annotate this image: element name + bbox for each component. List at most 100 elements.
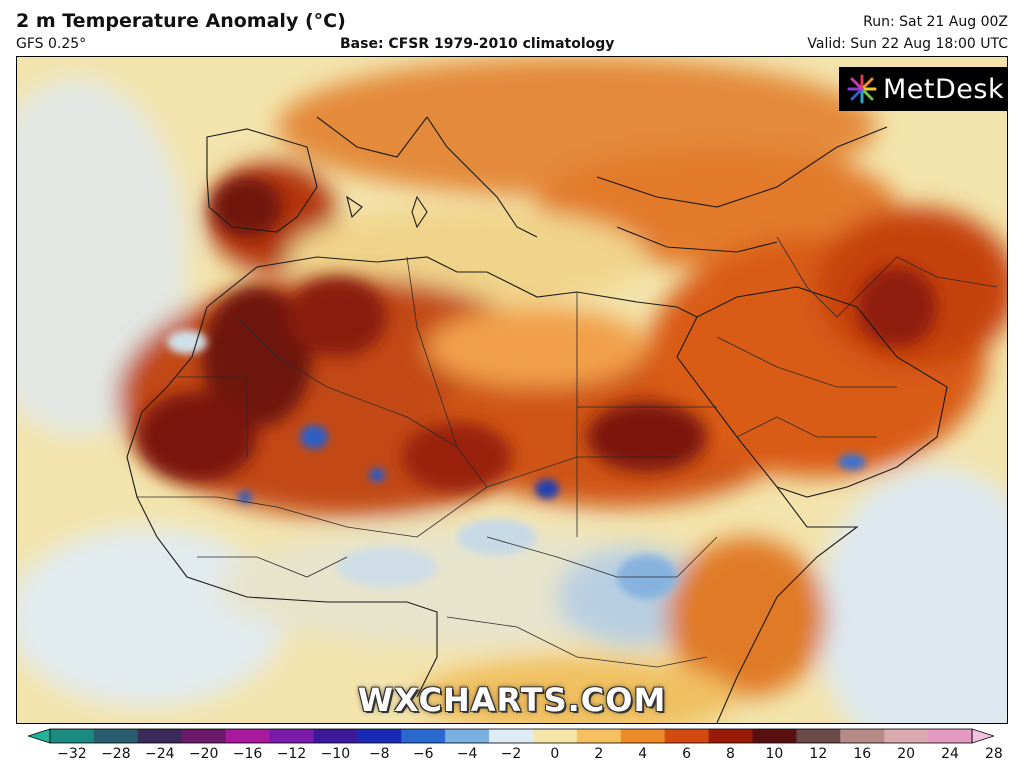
coastline — [206, 256, 698, 318]
metdesk-logo: MetDesk — [839, 67, 1007, 111]
cold-spot — [457, 519, 537, 555]
colorbar-segment — [269, 729, 314, 743]
colorbar-tick-label: 12 — [809, 746, 828, 762]
colorbar-segment — [489, 729, 534, 743]
colorbar-segment — [532, 729, 578, 743]
colorbar-tick-label: 6 — [682, 746, 692, 762]
colorbar-tick-label: −24 — [144, 746, 175, 762]
colorbar-tick-label: 32 — [1016, 746, 1024, 762]
coastline — [346, 195, 363, 219]
colorbar-max-arrow — [971, 728, 994, 744]
country-border — [177, 376, 248, 457]
extreme-hot-region — [857, 267, 937, 347]
colorbar-tick-label: 20 — [897, 746, 916, 762]
colorbar-segment — [357, 729, 402, 743]
colorbar-segment — [796, 729, 841, 743]
base-label: Base: CFSR 1979-2010 climatology — [340, 36, 615, 52]
cold-spot — [838, 454, 866, 470]
colorbar-tick-label: 24 — [941, 746, 959, 762]
starburst-logo-icon — [847, 74, 877, 104]
country-border — [736, 416, 877, 438]
coastline — [696, 286, 948, 498]
colorbar: −32 −28 −24 −20 −16 −12 −10 −8 −6 −4 −2 0 2 4 6 8 10 12 16… — [28, 728, 1003, 778]
colorbar-tick-label: 2 — [594, 746, 604, 762]
coastline — [426, 116, 538, 238]
colorbar-segment — [93, 729, 139, 743]
colorbar-tick-label: −10 — [320, 746, 351, 762]
colorbar-tick-label: −2 — [500, 746, 522, 762]
country-border — [236, 316, 458, 448]
country-border — [776, 236, 998, 318]
colorbar-segment — [181, 729, 227, 743]
ocean-cool-region — [817, 467, 1007, 723]
coastline — [676, 316, 859, 723]
colorbar-tick-label: −20 — [188, 746, 219, 762]
colorbar-tick-label: −16 — [232, 746, 263, 762]
coastline — [411, 195, 428, 229]
colorbar-segment — [840, 729, 885, 743]
colorbar-segment — [576, 729, 622, 743]
cold-spot — [238, 491, 252, 503]
watermark-text: WXCHARTS.COM — [357, 681, 667, 719]
extreme-hot-region — [202, 287, 312, 427]
extreme-hot-region — [287, 277, 387, 357]
country-border — [716, 336, 897, 388]
ocean-cool-region — [17, 527, 287, 707]
colorbar-segment — [664, 729, 710, 743]
country-border — [486, 536, 718, 578]
colorbar-segment — [620, 729, 666, 743]
country-border — [486, 456, 677, 488]
temperature-anomaly-map — [17, 57, 1007, 723]
extreme-hot-region — [212, 177, 282, 237]
colorbar-segment — [401, 729, 446, 743]
colorbar-tick-label: −32 — [57, 746, 87, 762]
colorbar-tick-label: 0 — [550, 746, 560, 762]
colorbar-segment — [752, 729, 797, 743]
colorbar-segment — [884, 729, 929, 743]
colorbar-min-arrow — [28, 728, 51, 744]
coastline — [206, 128, 318, 233]
coastline — [126, 306, 438, 698]
colorbar-graphic — [28, 728, 994, 744]
colorbar-tick-label: −28 — [101, 746, 131, 762]
cold-spot — [167, 330, 207, 354]
colorbar-tick-label: 28 — [985, 746, 1003, 762]
warm-region — [427, 307, 647, 387]
colorbar-segment — [225, 729, 271, 743]
colorbar-segment — [50, 729, 95, 743]
colorbar-tick-label: 4 — [638, 746, 648, 762]
model-label: GFS 0.25° — [16, 36, 87, 52]
colorbar-tick-label: −6 — [412, 746, 434, 762]
coastline — [596, 126, 888, 208]
coastline — [616, 226, 778, 253]
chart-title: 2 m Temperature Anomaly (°C) — [16, 10, 346, 32]
cold-spot — [369, 468, 385, 482]
coastline — [316, 116, 428, 158]
colorbar-outline — [49, 728, 973, 744]
logo-text: MetDesk — [883, 73, 1005, 105]
colorbar-segment — [708, 729, 753, 743]
country-border — [446, 616, 708, 668]
extreme-hot-region — [587, 402, 707, 472]
cold-spot — [535, 479, 559, 499]
map-panel: MetDesk WXCHARTS.COM — [16, 56, 1008, 724]
colorbar-segment — [445, 729, 490, 743]
colorbar-tick-label: −4 — [456, 746, 478, 762]
valid-label: Valid: Sun 22 Aug 18:00 UTC — [807, 36, 1008, 52]
country-border — [406, 256, 488, 488]
cold-spot — [300, 425, 328, 449]
extreme-hot-region — [402, 422, 512, 492]
colorbar-tick-label: 8 — [726, 746, 735, 762]
colorbar-segment — [137, 729, 183, 743]
cold-spot — [337, 547, 437, 587]
colorbar-segment — [313, 729, 358, 743]
country-border — [137, 486, 488, 538]
run-label: Run: Sat 21 Aug 00Z — [863, 14, 1008, 30]
warm-region — [417, 657, 737, 723]
extreme-hot-region — [137, 392, 257, 482]
colorbar-tick-label: −8 — [368, 746, 390, 762]
colorbar-tick-label: 10 — [765, 746, 784, 762]
country-border — [197, 556, 348, 578]
colorbar-segment — [928, 729, 973, 743]
colorbar-tick-label: 16 — [853, 746, 872, 762]
